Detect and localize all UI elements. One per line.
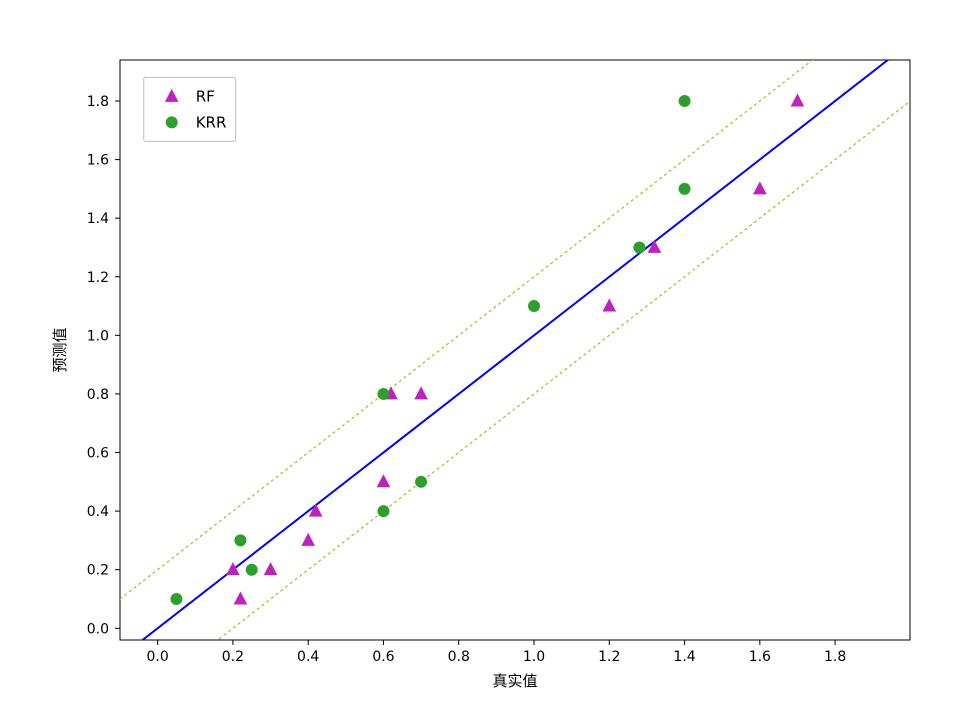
- legend-label-KRR: KRR: [196, 113, 227, 131]
- point-KRR: [246, 564, 258, 576]
- point-KRR: [170, 593, 182, 605]
- x-tick-label: 1.4: [673, 649, 695, 665]
- legend-marker-KRR: [166, 116, 178, 128]
- point-KRR: [415, 476, 427, 488]
- x-tick-label: 0.0: [147, 649, 169, 665]
- legend-label-RF: RF: [196, 87, 215, 105]
- legend: RF KRR: [144, 77, 236, 141]
- x-tick-label: 1.6: [749, 649, 771, 665]
- chart-svg: 0.0 0.2 0.4 0.6 0.8 1.0 1.2 1.4 1.6 1.8 真实值 0.0 0.2 0…: [0, 0, 960, 720]
- point-KRR: [679, 183, 691, 195]
- point-KRR: [633, 241, 645, 253]
- point-KRR: [528, 300, 540, 312]
- point-KRR: [679, 95, 691, 107]
- y-tick-label: 1.8: [87, 94, 109, 110]
- legend-frame: [144, 77, 236, 141]
- y-tick-label: 0.2: [87, 563, 109, 579]
- y-tick-label: 1.0: [87, 328, 109, 344]
- scatter-chart: 0.0 0.2 0.4 0.6 0.8 1.0 1.2 1.4 1.6 1.8 真实值 0.0 0.2 0…: [0, 0, 960, 720]
- x-tick-label: 0.4: [297, 649, 319, 665]
- x-tick-label: 1.0: [523, 649, 545, 665]
- x-tick-label: 0.2: [222, 649, 244, 665]
- x-tick-label: 0.6: [372, 649, 394, 665]
- x-axis-label: 真实值: [492, 672, 537, 690]
- y-tick-label: 0.0: [87, 621, 109, 637]
- x-tick-label: 1.8: [824, 649, 846, 665]
- y-axis-label: 预测值: [51, 327, 69, 372]
- x-tick-label: 0.8: [448, 649, 470, 665]
- point-KRR: [377, 388, 389, 400]
- x-tick-label: 1.2: [598, 649, 620, 665]
- y-tick-label: 1.6: [87, 153, 109, 169]
- point-KRR: [377, 505, 389, 517]
- y-tick-label: 1.2: [87, 270, 109, 286]
- y-tick-label: 1.4: [87, 211, 109, 227]
- point-KRR: [234, 534, 246, 546]
- y-tick-label: 0.4: [87, 504, 109, 520]
- y-tick-label: 0.8: [87, 387, 109, 403]
- y-tick-label: 0.6: [87, 446, 109, 462]
